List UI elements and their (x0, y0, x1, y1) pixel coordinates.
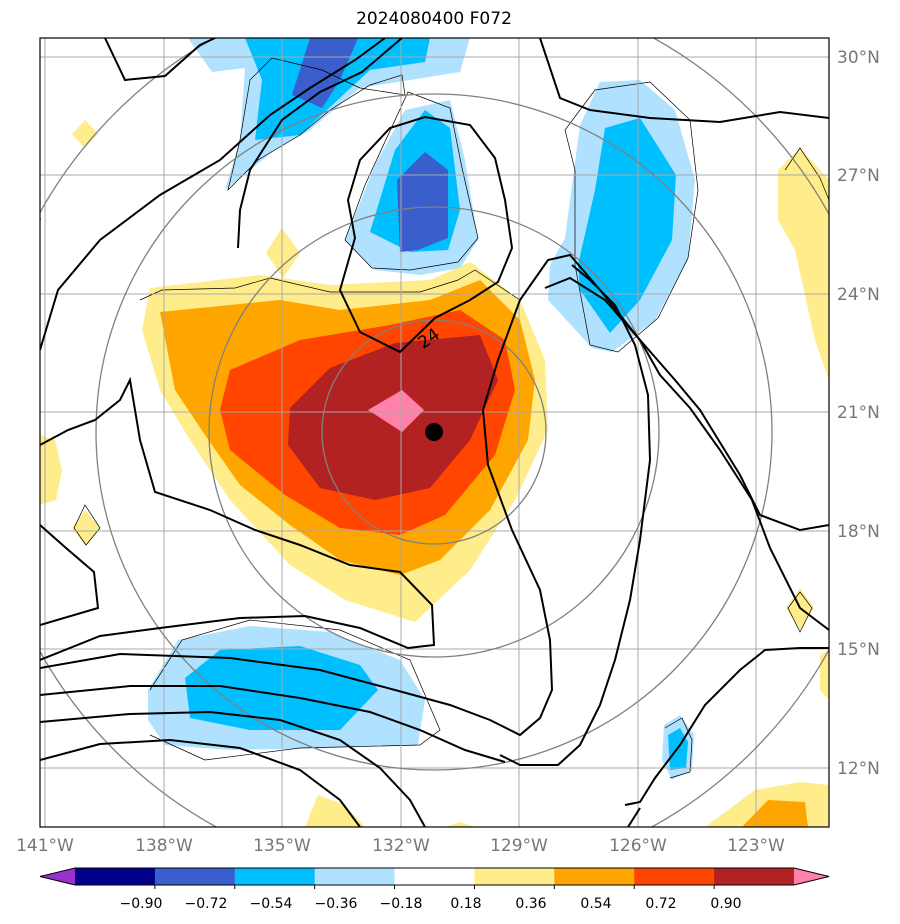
colorbar-segment (314, 868, 396, 885)
lon-tick-label: 132°W (372, 836, 430, 856)
colorbar-tick-label: 0.90 (710, 896, 741, 912)
lon-tick-label: 123°W (727, 836, 785, 856)
colorbar-segment (634, 868, 715, 885)
lat-tick-label: 18°N (837, 522, 880, 542)
lat-tick-label: 12°N (837, 759, 880, 779)
colorbar-tick-label: −0.72 (185, 896, 228, 912)
colorbar-segment (234, 868, 316, 885)
colorbar-outline (39, 867, 830, 886)
negative-anomaly-top-2 (245, 38, 430, 140)
colorbar-labels: −0.90 −0.72 −0.54 −0.36 −0.18 0.18 0.36 … (120, 896, 742, 912)
colorbar-tick-label: −0.36 (315, 896, 358, 912)
positive-anomaly-small-2 (266, 228, 300, 278)
lat-tick-label: 24°N (837, 285, 880, 305)
lon-tick-label: 141°W (16, 836, 74, 856)
lon-tick-label: 129°W (490, 836, 548, 856)
lon-tick-label: 135°W (253, 836, 311, 856)
colorbar-extend-low (40, 868, 75, 885)
anomaly-shading (40, 38, 829, 827)
map-title: 2024080400 F072 (356, 9, 512, 29)
positive-anomaly-small-1 (72, 120, 98, 148)
colorbar-tick-label: −0.54 (250, 896, 293, 912)
colorbar-segment (474, 868, 555, 885)
positive-anomaly-small-11 (445, 822, 475, 827)
negative-anomaly-north-3 (397, 152, 448, 252)
lon-tick-label: 126°W (609, 836, 667, 856)
lat-tick-label: 15°N (837, 640, 880, 660)
colorbar (39, 867, 830, 889)
negative-anomaly-northeast-2 (578, 118, 676, 333)
colorbar-tick-label: 0.18 (450, 896, 481, 912)
range-ring-2 (208, 206, 660, 658)
colorbar-segment (75, 868, 156, 885)
colorbar-tick-label: −0.18 (380, 896, 423, 912)
colorbar-extend-high (794, 868, 829, 885)
positive-anomaly-small-5 (778, 148, 829, 380)
lat-tick-label: 30°N (837, 48, 880, 68)
colorbar-segment (554, 868, 635, 885)
positive-anomaly-0.90 (368, 390, 424, 432)
colorbar-tick-label: 0.36 (515, 896, 546, 912)
negative-anomaly-top-3 (292, 38, 358, 108)
colorbar-tick-label: 0.54 (580, 896, 611, 912)
longitude-labels: 141°W 138°W 135°W 132°W 129°W 126°W 123°… (16, 836, 785, 856)
positive-anomaly-small-4 (72, 510, 100, 545)
storm-center-marker (425, 423, 443, 441)
lon-tick-label: 138°W (135, 836, 193, 856)
colorbar-segment (714, 868, 795, 885)
lat-tick-label: 21°N (837, 403, 880, 423)
map-plot-area (40, 38, 829, 827)
lat-tick-label: 27°N (837, 166, 880, 186)
positive-anomaly-small-8 (305, 795, 365, 827)
colorbar-segment (154, 868, 236, 885)
height-contours (40, 38, 829, 827)
map-frame (39, 37, 830, 828)
colorbar-segment (394, 868, 475, 885)
positive-anomaly-small-10 (742, 800, 808, 827)
colorbar-tick-label: 0.72 (645, 896, 676, 912)
latitude-labels: 30°N 27°N 24°N 21°N 18°N 15°N 12°N (837, 48, 880, 779)
range-ring-3 (95, 93, 773, 771)
colorbar-tick-label: −0.90 (120, 896, 163, 912)
